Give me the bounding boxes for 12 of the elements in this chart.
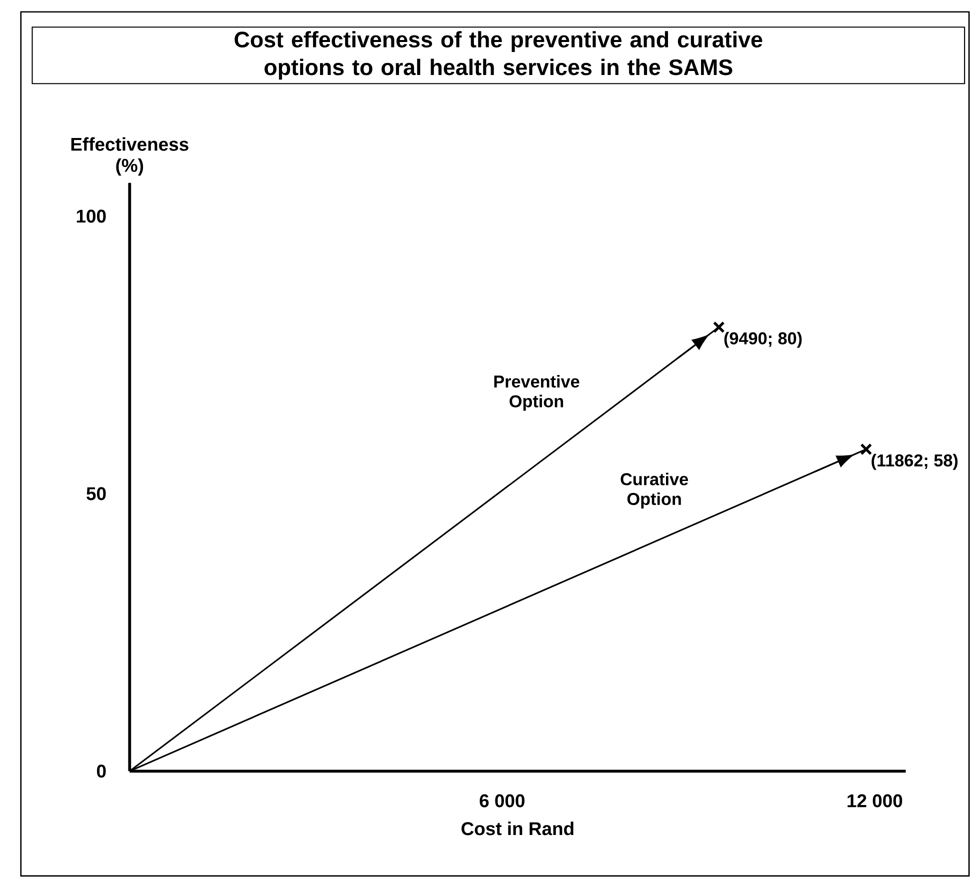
y-tick-label: 0 [96,764,106,778]
series-label: Preventive Option [494,375,580,411]
y-axis-title: Effectiveness (%) [71,137,188,176]
x-tick-label: 12 000 [848,794,902,808]
annotation: (9490; 80) [724,332,802,348]
y-tick-label: 50 [86,487,106,500]
annotation: (11862; 58) [872,454,958,470]
x-tick-label: 6 000 [480,794,524,808]
series-label: Curative Option [620,472,688,508]
x-axis-title: Cost in Rand [462,822,574,836]
y-tick-label: 100 [76,210,106,223]
chart-title: Cost effectiveness of the preventive and curative options to oral health services in the SAMS [234,31,762,80]
